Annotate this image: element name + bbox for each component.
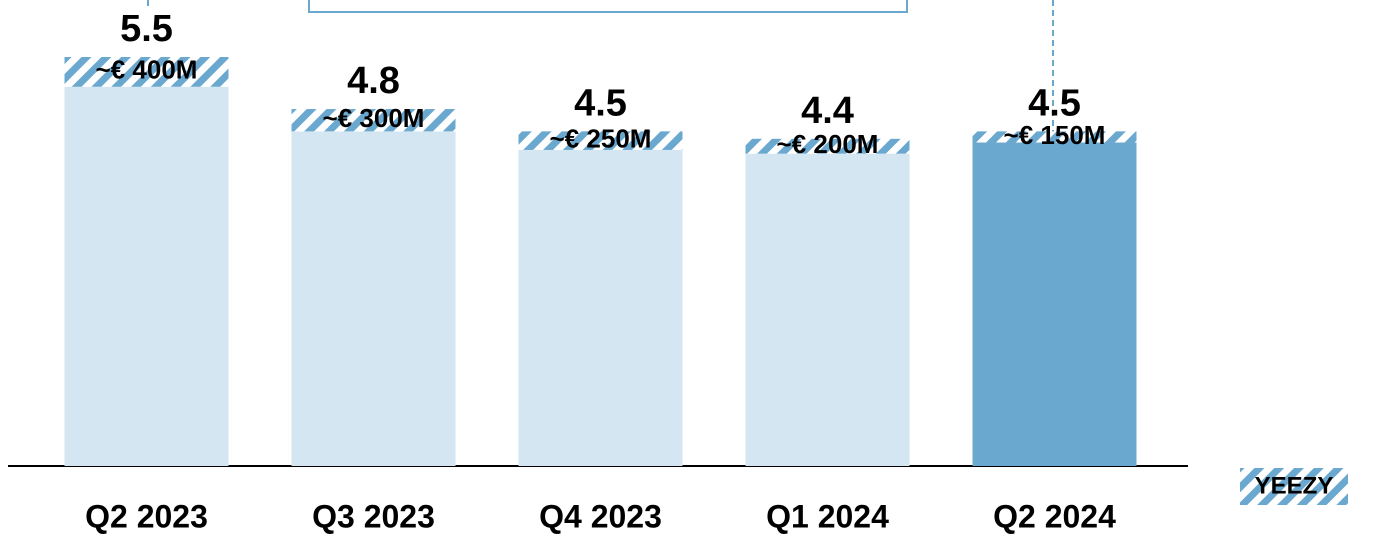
total-label: 4.4 [801, 90, 854, 132]
callout-box [308, 0, 908, 13]
total-label: 4.5 [1028, 82, 1081, 124]
segment-label: ~€ 300M [323, 103, 425, 133]
segment-label: ~€ 200M [777, 129, 879, 159]
total-label: 5.5 [120, 8, 173, 50]
yeezy-segment [745, 138, 910, 154]
segment-label: ~€ 400M [96, 55, 198, 85]
bar-segment [745, 153, 910, 466]
x-tick-label: Q2 2024 [993, 498, 1116, 534]
total-label: 4.8 [347, 60, 400, 102]
yeezy-segment [972, 131, 1137, 143]
legend-label: YEEZY [1255, 472, 1334, 499]
segment-label: ~€ 150M [1004, 120, 1106, 150]
x-tick-label: Q2 2023 [85, 498, 208, 534]
total-label: 4.5 [574, 82, 627, 124]
yeezy-segment [64, 57, 229, 87]
x-tick-label: Q3 2023 [312, 498, 435, 534]
x-tick-label: Q4 2023 [539, 498, 662, 534]
bar-segment [972, 142, 1137, 466]
x-tick-label: Q1 2024 [766, 498, 889, 534]
bar-segment [518, 149, 683, 467]
bar-segment [64, 86, 229, 466]
bar-segment [291, 131, 456, 466]
yeezy-segment [518, 131, 683, 150]
legend-swatch [1240, 468, 1348, 505]
yeezy-segment [291, 109, 456, 132]
segment-label: ~€ 250M [550, 124, 652, 154]
